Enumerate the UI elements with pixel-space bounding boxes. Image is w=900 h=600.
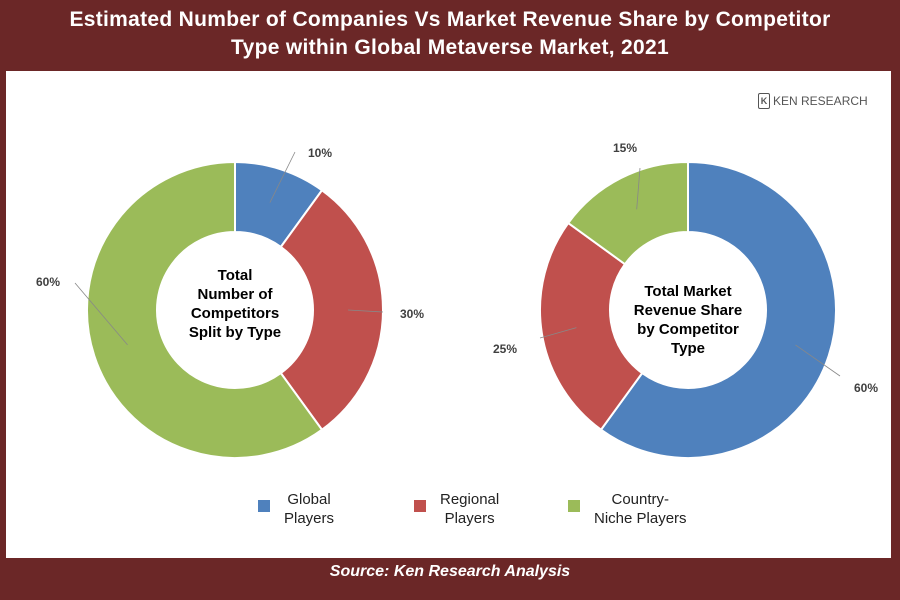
legend-label: Regional (440, 491, 500, 508)
legend-item-regional: Regional Players (414, 490, 499, 528)
data-label: 30% (400, 307, 424, 321)
leader-line (539, 327, 577, 339)
right-donut-center-label: Total Market Revenue Share by Competitor… (623, 282, 753, 358)
data-label: 25% (493, 342, 517, 356)
legend-item-global: Global Players (258, 490, 334, 528)
center-label-line: Competitors (190, 305, 280, 322)
legend-swatch-red (414, 500, 426, 512)
center-label-line: by Competitor (637, 321, 739, 338)
data-label: 15% (613, 141, 637, 155)
leader-line (636, 167, 641, 210)
legend-label: Players (444, 510, 495, 527)
donut-slice-country-niche-players (566, 160, 689, 266)
ken-research-logo: K KEN RESEARCH (758, 93, 868, 109)
leader-line (795, 344, 841, 377)
legend-swatch-green (568, 500, 580, 512)
title-line-1: Estimated Number of Companies Vs Market … (69, 8, 831, 31)
leader-line (347, 309, 384, 313)
center-label-line: Number of (197, 286, 273, 303)
left-donut-center-label: Total Number of Competitors Split by Typ… (170, 266, 300, 342)
legend-item-country-niche: Country- Niche Players (568, 490, 687, 528)
donut-slice-country-niche-players (86, 160, 324, 459)
center-label-line: Split by Type (188, 324, 282, 341)
logo-mark-icon: K (758, 93, 770, 109)
legend-swatch-blue (258, 500, 270, 512)
donut-slice-regional-players (279, 188, 384, 432)
legend-label: Players (284, 510, 335, 527)
legend-label: Global (287, 491, 331, 508)
center-label-line: Total Market (644, 283, 732, 300)
data-label: 60% (854, 381, 878, 395)
donut-slice-global-players (599, 160, 837, 459)
leader-line (269, 151, 296, 203)
source-footer: Source: Ken Research Analysis (329, 563, 571, 580)
legend-label: Country- (611, 491, 670, 508)
logo-text: KEN RESEARCH (773, 94, 868, 108)
title-line-2: Type within Global Metaverse Market, 202… (231, 36, 669, 59)
data-label: 10% (308, 146, 332, 160)
legend-label: Niche Players (594, 510, 687, 527)
center-label-line: Total (217, 267, 253, 284)
chart-title: Estimated Number of Companies Vs Market … (0, 6, 900, 62)
center-label-line: Revenue Share (633, 302, 743, 319)
center-label-line: Type (671, 340, 705, 357)
donut-slice-regional-players (539, 221, 644, 432)
leader-line (74, 282, 128, 346)
data-label: 60% (36, 275, 60, 289)
